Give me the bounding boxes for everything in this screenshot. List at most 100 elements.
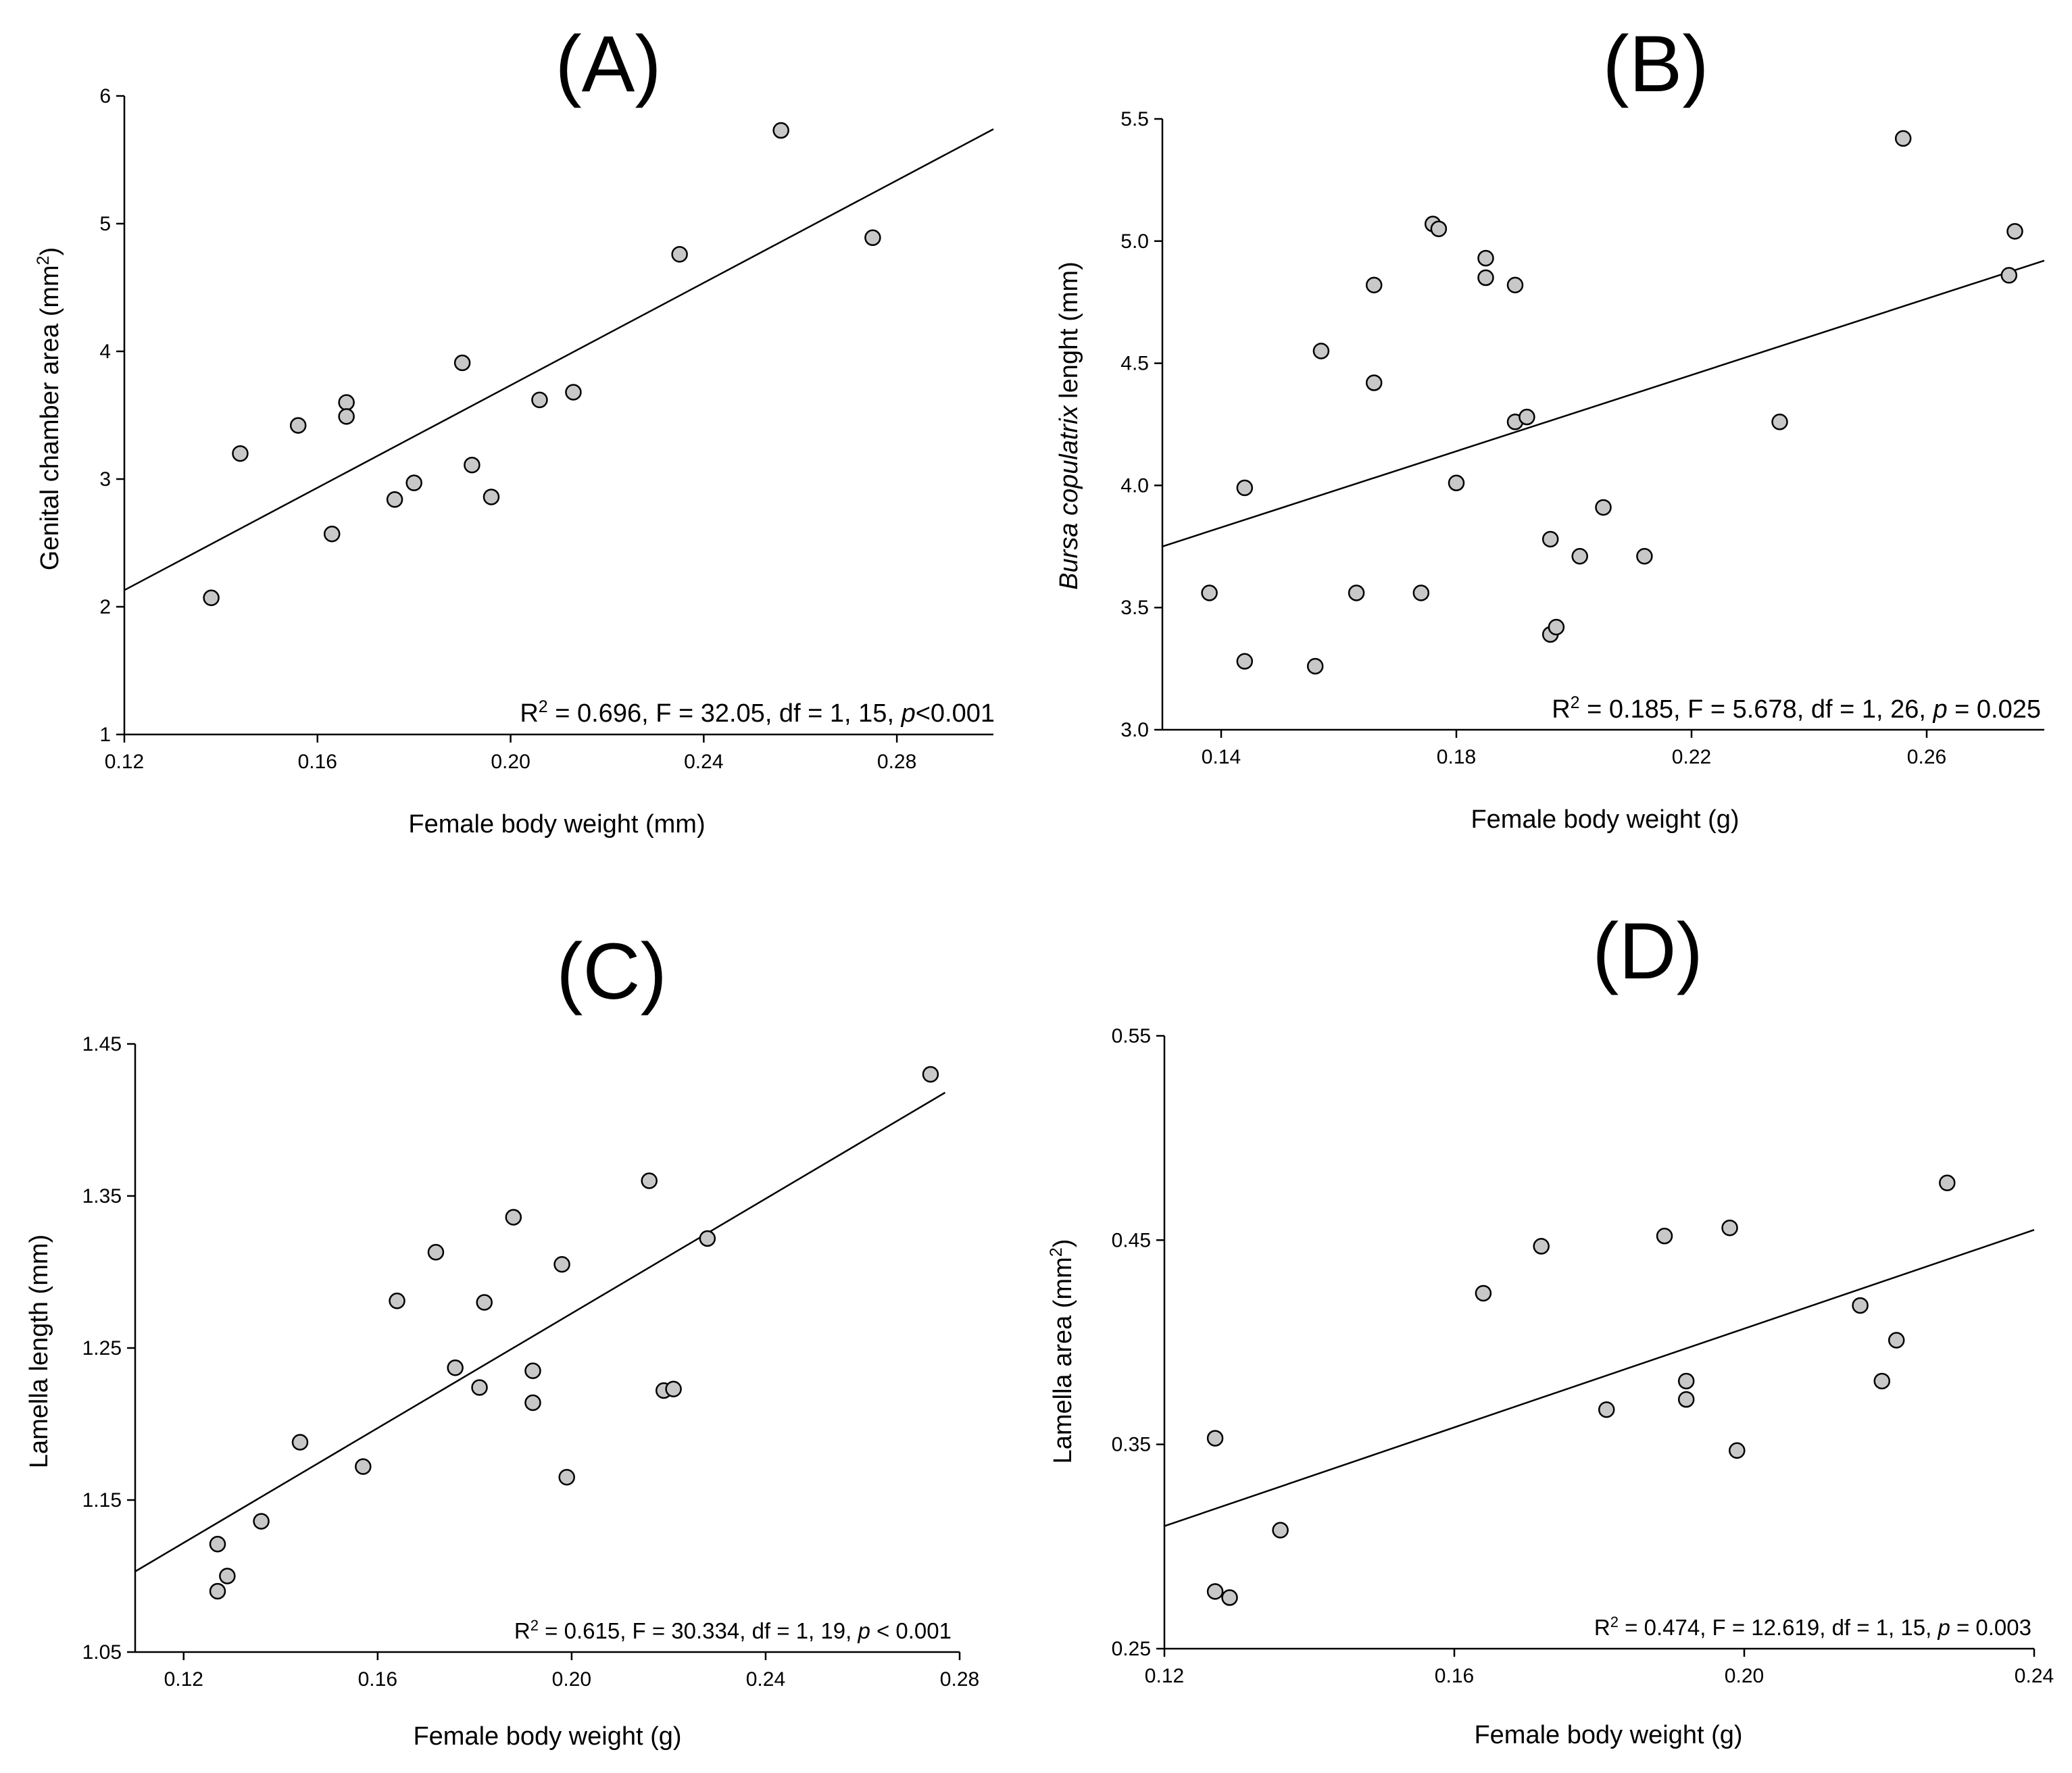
data-point [2006, 223, 2023, 240]
stats-p-italic: p [1937, 1615, 1950, 1640]
y-tick-label: 5 [99, 213, 111, 235]
data-point [1636, 548, 1653, 565]
data-point [531, 391, 548, 409]
regression-line [124, 128, 994, 591]
panel-b-x-ticks: 0.14 0.18 0.22 0.26 [1202, 746, 1946, 768]
y-tick-label: 4.0 [1120, 474, 1149, 497]
stats-superscript: 2 [1571, 693, 1580, 712]
data-point [289, 417, 307, 434]
data-point [1852, 1297, 1869, 1314]
x-tick-label: 0.20 [552, 1668, 591, 1691]
y-tick-label: 1.25 [82, 1337, 122, 1359]
data-point [1541, 530, 1559, 548]
panel-c: (C) 1.05 1.15 1.25 1.35 1.45 0.12 0.16 0… [25, 927, 979, 1751]
data-point [232, 445, 249, 462]
x-tick-label: 0.18 [1437, 746, 1476, 768]
x-axis-title-a: Female body weight (mm) [408, 810, 705, 839]
stats-text: R [514, 1618, 531, 1643]
data-point [505, 1209, 522, 1226]
data-point [1365, 276, 1383, 294]
panel-c-y-ticks: 1.05 1.15 1.25 1.35 1.45 [82, 1033, 122, 1664]
plot-area-d [1156, 1034, 2036, 1657]
data-point [338, 408, 355, 425]
data-point [1721, 1219, 1738, 1237]
data-point [1548, 618, 1565, 636]
data-point [1448, 474, 1465, 492]
y-tick-label: 1.05 [82, 1641, 122, 1664]
data-point [565, 384, 582, 401]
x-tick-label: 0.12 [164, 1668, 203, 1691]
data-point [524, 1362, 541, 1379]
stats-text: < 0.001 [870, 1618, 952, 1643]
data-point [203, 589, 220, 607]
data-point [219, 1568, 236, 1584]
data-point [355, 1458, 372, 1475]
regression-line [134, 1091, 946, 1572]
data-point [1477, 269, 1494, 286]
y-tick-label: 6 [99, 85, 111, 107]
y-axis-title-text: Lamella length (mm) [25, 1234, 53, 1468]
x-axis-title-d: Female body weight (g) [1474, 1721, 1742, 1749]
data-point [1236, 479, 1254, 497]
panel-d-y-ticks: 0.25 0.35 0.45 0.55 [1112, 1025, 1151, 1660]
panel-a: (A) 1 2 3 4 5 6 0.12 0.16 0.20 0.24 0.28… [34, 20, 995, 839]
x-tick-label: 0.12 [1145, 1665, 1184, 1687]
data-point [553, 1256, 570, 1273]
panel-a-y-ticks: 1 2 3 4 5 6 [99, 85, 111, 746]
data-point [1475, 1284, 1492, 1302]
stats-annotation-c: R2 = 0.615, F = 30.334, df = 1, 19, p < … [514, 1617, 952, 1644]
y-axis-title-superscript: 2 [1047, 1247, 1066, 1257]
y-axis-title-italic: Bursa copulatrix [1055, 404, 1083, 589]
panel-a-x-ticks: 0.12 0.16 0.20 0.24 0.28 [105, 751, 917, 773]
x-tick-label: 0.16 [298, 751, 337, 773]
stats-text: = 0.615, F = 30.334, df = 1, 19, [539, 1618, 858, 1643]
data-point [389, 1293, 405, 1309]
stats-text: = 0.474, F = 12.619, df = 1, 15, [1619, 1615, 1938, 1640]
y-axis-title-text: Genital chamber area (mm [36, 265, 64, 570]
data-point [1598, 1401, 1615, 1418]
data-point [291, 1434, 309, 1451]
data-point [1519, 408, 1535, 426]
data-point [1729, 1442, 1746, 1459]
data-point [1365, 374, 1383, 391]
data-point [1888, 1332, 1905, 1349]
y-axis-title-a: Genital chamber area (mm2) [34, 247, 64, 571]
y-tick-label: 5.0 [1120, 230, 1149, 253]
y-tick-label: 3 [99, 468, 111, 491]
x-tick-label: 0.20 [1725, 1665, 1764, 1687]
y-tick-label: 1.45 [82, 1033, 122, 1055]
x-tick-label: 0.14 [1202, 746, 1241, 768]
data-point [1221, 1589, 1238, 1606]
data-point [386, 491, 403, 508]
y-tick-label: 3.5 [1120, 597, 1149, 619]
data-point [1656, 1228, 1673, 1245]
data-point [1571, 548, 1588, 565]
x-tick-label: 0.22 [1672, 746, 1711, 768]
data-point [1533, 1238, 1550, 1255]
stats-text: = 0.696, F = 32.05, df = 1, 15, [548, 699, 902, 728]
x-tick-label: 0.28 [877, 751, 916, 773]
data-point [665, 1380, 682, 1397]
y-tick-label: 1.15 [82, 1489, 122, 1512]
stats-text: R [520, 699, 538, 728]
stats-text: <0.001 [916, 699, 995, 728]
panel-title-a: (A) [555, 20, 661, 109]
y-tick-label: 4.5 [1120, 353, 1149, 375]
y-axis-title-superscript: 2 [34, 255, 53, 265]
data-point [922, 1066, 939, 1083]
data-point [1272, 1522, 1289, 1539]
data-point [209, 1582, 226, 1600]
stats-superscript: 2 [1610, 1614, 1619, 1630]
panel-title-d: (D) [1592, 907, 1703, 996]
y-axis-title-text: lenght (mm) [1055, 261, 1083, 405]
y-axis-title-d: Lamella area (mm2) [1047, 1239, 1077, 1464]
data-point [1348, 584, 1365, 601]
x-tick-label: 0.16 [1435, 1665, 1474, 1687]
data-point [453, 354, 471, 372]
data-point [323, 526, 341, 543]
plot-area-b [1154, 118, 2045, 738]
data-point [699, 1230, 716, 1247]
data-point [471, 1379, 488, 1396]
stats-text: R [1552, 695, 1570, 724]
data-point [405, 474, 422, 491]
